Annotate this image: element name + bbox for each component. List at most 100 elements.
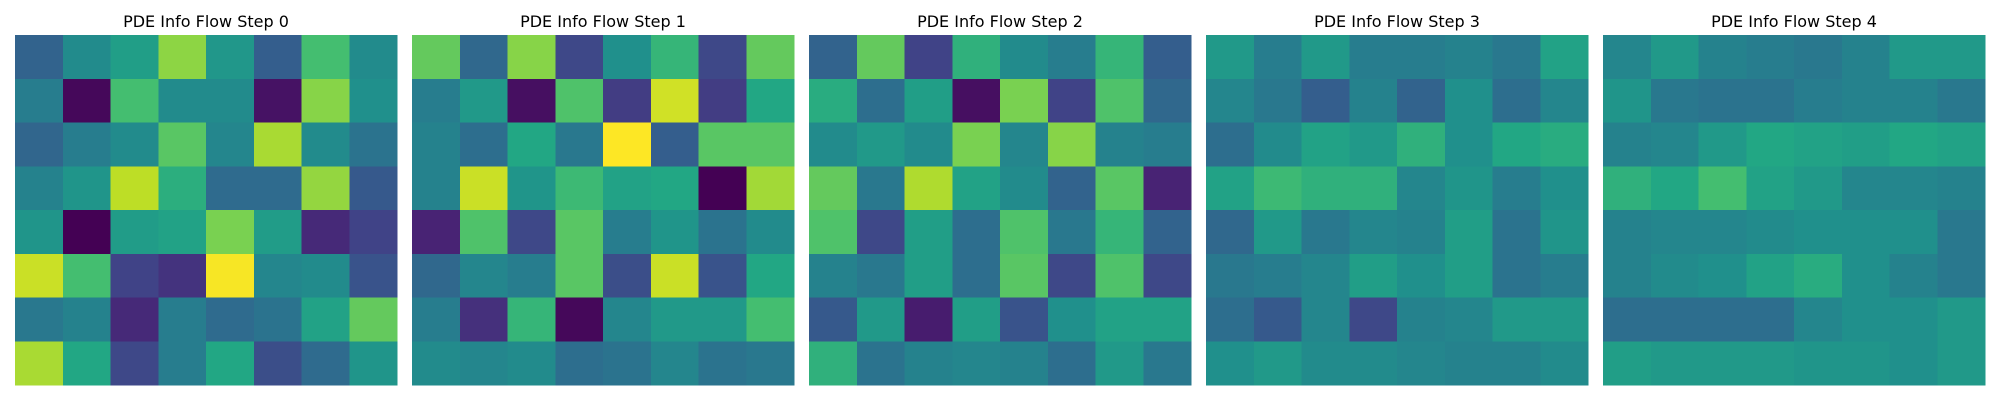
heatmap-cell	[507, 122, 556, 167]
heatmap-cell	[1000, 78, 1049, 124]
heatmap-cell	[1650, 78, 1700, 124]
heatmap-cell	[1540, 341, 1589, 386]
heatmap-cell	[206, 35, 255, 80]
heatmap-cell	[158, 297, 207, 342]
panel-title: PDE Info Flow Step 0	[123, 12, 289, 31]
heatmap-cell	[15, 297, 64, 342]
heatmap-cell	[507, 78, 556, 124]
heatmap-cell	[1047, 253, 1097, 299]
heatmap-cell	[349, 35, 398, 80]
heatmap-cell	[1794, 122, 1843, 167]
heatmap-cell	[1889, 341, 1938, 386]
heatmap-cell	[746, 166, 795, 211]
panel-title: PDE Info Flow Step 4	[1711, 12, 1877, 31]
heatmap-cell	[1000, 122, 1049, 167]
heatmap-cell	[809, 35, 858, 80]
heatmap-cell	[603, 122, 652, 167]
heatmap-cell	[555, 341, 604, 386]
heatmap-cell	[1794, 210, 1843, 255]
heatmap-cell	[1603, 122, 1652, 167]
heatmap-cell	[856, 166, 906, 211]
heatmap-cell	[603, 78, 652, 124]
heatmap-cell	[1698, 341, 1747, 386]
heatmap-cell	[110, 122, 159, 167]
heatmap-cell	[253, 35, 303, 80]
heatmap-cell	[1650, 122, 1700, 167]
heatmap-cell	[459, 35, 509, 80]
heatmap-cell	[1397, 35, 1446, 80]
heatmap-cell	[349, 210, 398, 255]
heatmap-cell	[62, 253, 112, 299]
heatmap-cell	[1540, 78, 1589, 124]
heatmap-cell	[1650, 341, 1700, 386]
heatmap-cell	[1301, 210, 1350, 255]
heatmap-cell	[1841, 341, 1891, 386]
heatmap-cell	[952, 341, 1001, 386]
heatmap-cell	[62, 210, 112, 255]
heatmap-cell	[1349, 166, 1398, 211]
heatmap-cell	[1841, 122, 1891, 167]
heatmap-cell	[1253, 253, 1303, 299]
heatmap-cell	[1603, 210, 1652, 255]
heatmap-cell	[1397, 210, 1446, 255]
heatmap-cell	[412, 341, 461, 386]
heatmap-cell	[698, 341, 747, 386]
heatmap-cell	[1841, 166, 1891, 211]
heatmap-cell	[507, 166, 556, 211]
heatmap-panel-4: PDE Info Flow Step 4	[1603, 12, 1986, 386]
heatmap-cell	[746, 341, 795, 386]
heatmap-cell	[15, 253, 64, 299]
heatmap-cell	[1746, 297, 1795, 342]
heatmap-cell	[1937, 253, 1986, 299]
heatmap-panel-1: PDE Info Flow Step 1	[412, 12, 795, 386]
heatmap-cell	[746, 122, 795, 167]
heatmap-cell	[1349, 341, 1398, 386]
heatmap-cell	[206, 122, 255, 167]
heatmap-cell	[349, 253, 398, 299]
heatmap-cell	[301, 35, 350, 80]
heatmap-cell	[459, 122, 509, 167]
heatmap-cell	[15, 35, 64, 80]
heatmap-cell	[1143, 210, 1192, 255]
heatmap-cell	[1143, 341, 1192, 386]
heatmap-panel-3: PDE Info Flow Step 3	[1206, 12, 1589, 386]
heatmap-cell	[158, 122, 207, 167]
heatmap-cell	[1397, 297, 1446, 342]
heatmap-cell	[1253, 35, 1303, 80]
heatmap-cell	[1206, 78, 1255, 124]
heatmap-cell	[349, 297, 398, 342]
heatmap-cell	[1095, 35, 1144, 80]
heatmap-cell	[110, 78, 159, 124]
heatmap-cell	[1540, 35, 1589, 80]
heatmap-cell	[856, 341, 906, 386]
heatmap-cell	[507, 297, 556, 342]
heatmap-cell	[301, 297, 350, 342]
heatmap-cell	[1492, 341, 1541, 386]
heatmap-cell	[603, 210, 652, 255]
heatmap-cell	[1698, 35, 1747, 80]
heatmap-cell	[1349, 122, 1398, 167]
heatmap-cell	[1650, 253, 1700, 299]
heatmap-cell	[1698, 122, 1747, 167]
heatmap-cell	[301, 78, 350, 124]
heatmap-cell	[62, 341, 112, 386]
heatmap-cell	[412, 297, 461, 342]
heatmap-cell	[1889, 297, 1938, 342]
heatmap-cell	[1000, 341, 1049, 386]
heatmap-cell	[62, 122, 112, 167]
heatmap-cell	[1349, 297, 1398, 342]
heatmap-cell	[1746, 341, 1795, 386]
heatmap-cell	[1889, 166, 1938, 211]
heatmap-cell	[158, 78, 207, 124]
heatmap-cell	[1444, 253, 1494, 299]
panel-title: PDE Info Flow Step 3	[1314, 12, 1480, 31]
heatmap-cell	[746, 210, 795, 255]
heatmap-cell	[650, 122, 700, 167]
heatmap-cell	[650, 78, 700, 124]
heatmap-cell	[349, 341, 398, 386]
heatmap-cell	[952, 210, 1001, 255]
heatmap-cell	[1889, 78, 1938, 124]
heatmap-cell	[1603, 166, 1652, 211]
heatmap-cell	[349, 78, 398, 124]
heatmap-cell	[1650, 35, 1700, 80]
